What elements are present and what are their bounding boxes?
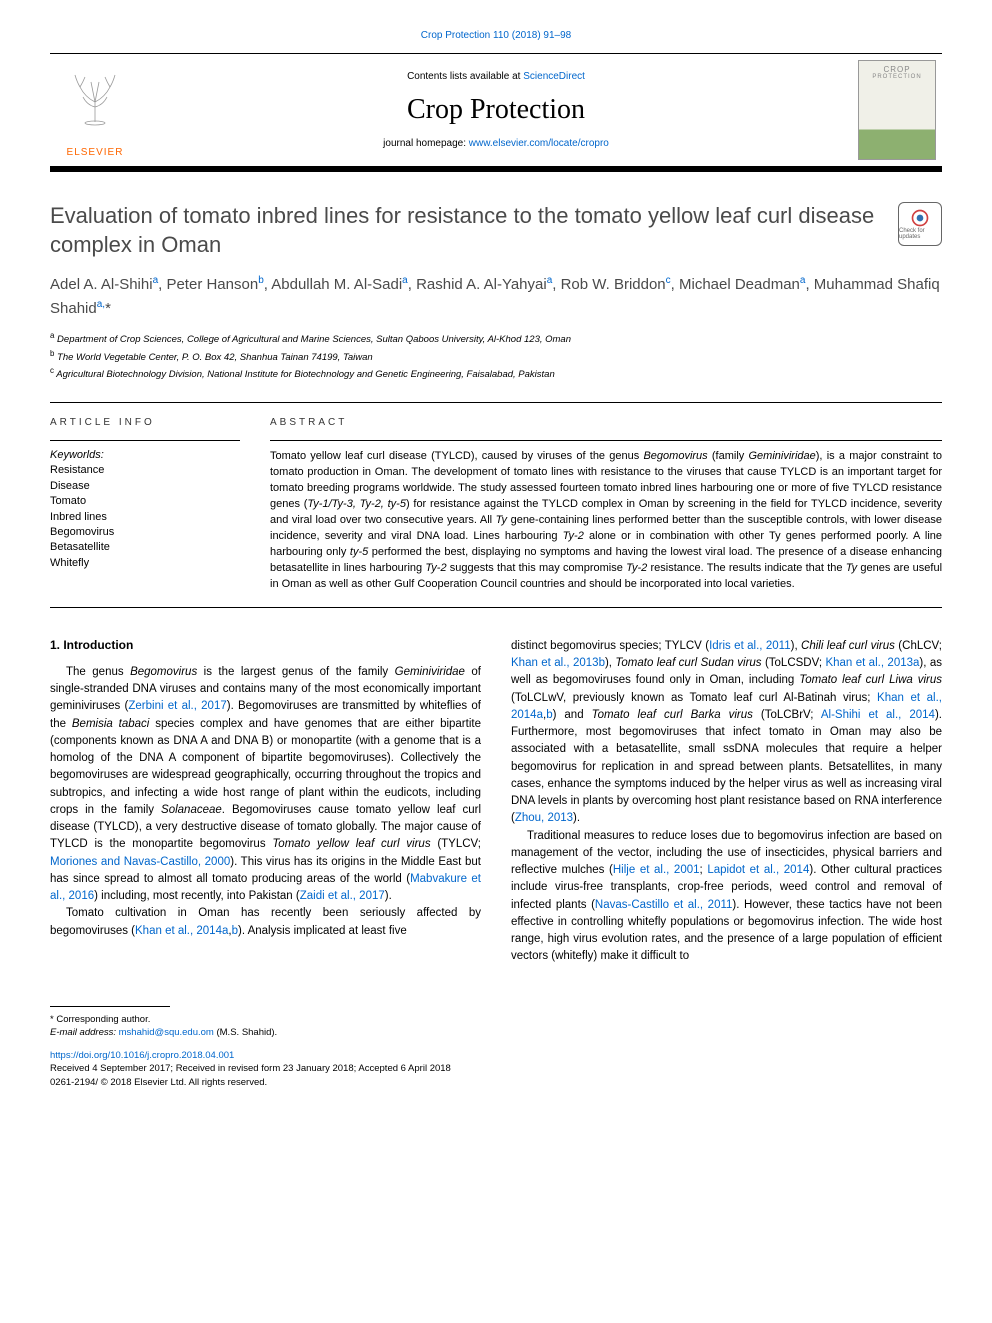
elsevier-label: ELSEVIER <box>67 147 124 158</box>
authors-list: Adel A. Al-Shihia, Peter Hansonb, Abdull… <box>50 273 942 320</box>
journal-header: ELSEVIER Contents lists available at Sci… <box>50 53 942 166</box>
keyword-item: Disease <box>50 479 240 494</box>
journal-cover-block: CROP PROTECTION <box>852 54 942 166</box>
body-columns: 1. Introduction The genus Begomovirus is… <box>50 638 942 966</box>
body-text: distinct begomovirus species; TYLCV (Idr… <box>511 638 942 966</box>
journal-title: Crop Protection <box>140 94 852 126</box>
journal-cover-icon: CROP PROTECTION <box>858 60 936 160</box>
affiliation-line: a Department of Crop Sciences, College o… <box>50 330 942 347</box>
corresponding-label: * Corresponding author. <box>50 1014 150 1025</box>
keyword-item: Inbred lines <box>50 510 240 525</box>
cover-subtitle: PROTECTION <box>872 74 921 80</box>
body-column-right: distinct begomovirus species; TYLCV (Idr… <box>511 638 942 966</box>
corresponding-author: * Corresponding author. E-mail address: … <box>50 1013 942 1040</box>
sciencedirect-link[interactable]: ScienceDirect <box>523 71 585 82</box>
article-info-column: ARTICLE INFO Keyworlds: ResistanceDiseas… <box>50 417 240 592</box>
keywords-label: Keyworlds: <box>50 449 240 461</box>
check-updates-icon <box>910 208 930 228</box>
publisher-logo-block: ELSEVIER <box>50 54 140 166</box>
keyword-item: Betasatellite <box>50 540 240 555</box>
affiliation-line: b The World Vegetable Center, P. O. Box … <box>50 348 942 365</box>
keyword-item: Resistance <box>50 463 240 478</box>
journal-reference-link[interactable]: Crop Protection 110 (2018) 91–98 <box>50 30 942 41</box>
article-info-label: ARTICLE INFO <box>50 417 240 428</box>
footer: * Corresponding author. E-mail address: … <box>50 1006 942 1089</box>
doi-link[interactable]: https://doi.org/10.1016/j.cropro.2018.04… <box>50 1050 234 1061</box>
check-updates-label: Check for updates <box>899 228 941 240</box>
keyword-item: Whitefly <box>50 556 240 571</box>
section-heading: 1. Introduction <box>50 638 481 652</box>
homepage-prefix: journal homepage: <box>383 138 469 149</box>
email-link[interactable]: mshahid@squ.edu.om <box>119 1027 214 1038</box>
doi-block: https://doi.org/10.1016/j.cropro.2018.04… <box>50 1049 942 1089</box>
elsevier-tree-icon <box>60 62 130 132</box>
contents-prefix: Contents lists available at <box>407 71 523 82</box>
body-text: The genus Begomovirus is the largest gen… <box>50 664 481 940</box>
article-title: Evaluation of tomato inbred lines for re… <box>50 202 878 259</box>
footer-divider <box>50 1006 170 1007</box>
affiliation-line: c Agricultural Biotechnology Division, N… <box>50 365 942 382</box>
homepage-line: journal homepage: www.elsevier.com/locat… <box>140 138 852 149</box>
keywords-list: ResistanceDiseaseTomatoInbred linesBegom… <box>50 463 240 571</box>
contents-line: Contents lists available at ScienceDirec… <box>140 71 852 82</box>
email-suffix: (M.S. Shahid). <box>214 1027 277 1038</box>
cover-title: CROP <box>883 65 910 74</box>
received-dates: Received 4 September 2017; Received in r… <box>50 1063 451 1074</box>
abstract-column: ABSTRACT Tomato yellow leaf curl disease… <box>270 417 942 592</box>
check-updates-button[interactable]: Check for updates <box>898 202 942 246</box>
email-label: E-mail address: <box>50 1027 119 1038</box>
divider <box>270 440 942 441</box>
divider <box>50 440 240 441</box>
divider <box>50 607 942 608</box>
keyword-item: Tomato <box>50 494 240 509</box>
affiliations: a Department of Crop Sciences, College o… <box>50 330 942 382</box>
copyright-line: 0261-2194/ © 2018 Elsevier Ltd. All righ… <box>50 1077 267 1088</box>
abstract-label: ABSTRACT <box>270 417 942 428</box>
divider <box>50 402 942 403</box>
abstract-text: Tomato yellow leaf curl disease (TYLCD),… <box>270 449 942 592</box>
body-column-left: 1. Introduction The genus Begomovirus is… <box>50 638 481 966</box>
header-divider-bar <box>50 166 942 172</box>
keyword-item: Begomovirus <box>50 525 240 540</box>
homepage-link[interactable]: www.elsevier.com/locate/cropro <box>469 138 609 149</box>
header-center: Contents lists available at ScienceDirec… <box>140 54 852 166</box>
